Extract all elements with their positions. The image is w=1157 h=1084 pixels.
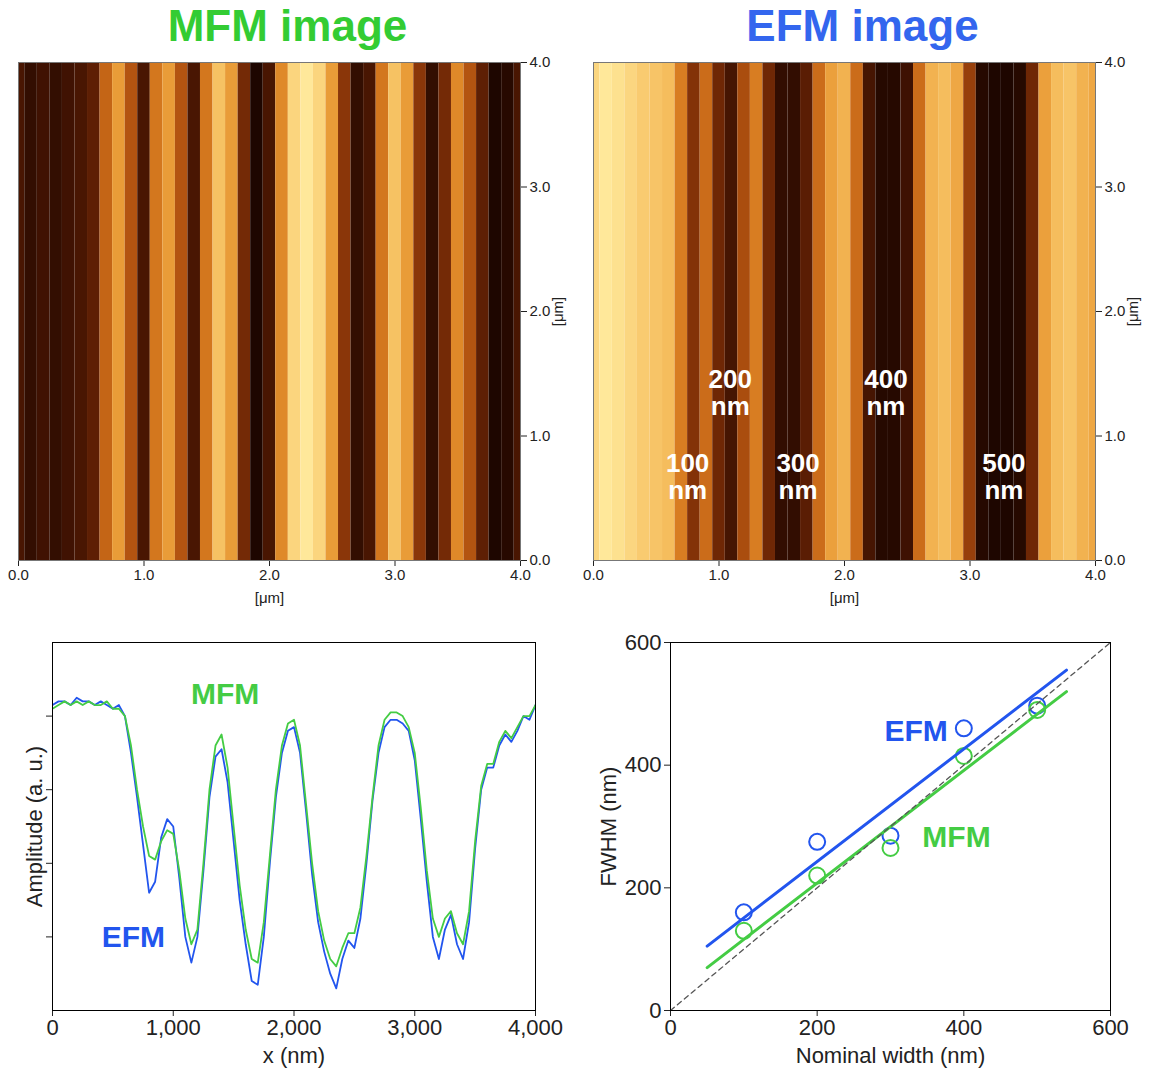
svg-text:0: 0 bbox=[649, 998, 661, 1023]
svg-text:4.0: 4.0 bbox=[1085, 566, 1106, 583]
svg-text:1.0: 1.0 bbox=[1105, 427, 1126, 444]
svg-text:400nm: 400nm bbox=[864, 364, 907, 421]
svg-text:MFM: MFM bbox=[191, 677, 259, 710]
svg-text:3.0: 3.0 bbox=[1105, 178, 1126, 195]
svg-text:0: 0 bbox=[664, 1015, 676, 1040]
svg-text:1.0: 1.0 bbox=[709, 566, 730, 583]
svg-text:Amplitude (a. u.): Amplitude (a. u.) bbox=[22, 746, 47, 907]
svg-text:3.0: 3.0 bbox=[385, 566, 406, 583]
html-text:EFM image: EFM image bbox=[746, 1, 979, 50]
svg-text:4.0: 4.0 bbox=[510, 566, 531, 583]
svg-text:400: 400 bbox=[625, 752, 662, 777]
html-text:MFM image: MFM image bbox=[167, 1, 408, 50]
svg-text:500nm: 500nm bbox=[982, 448, 1025, 505]
svg-text:[μm]: [μm] bbox=[255, 589, 284, 606]
svg-text:3.0: 3.0 bbox=[960, 566, 981, 583]
svg-text:[μm]: [μm] bbox=[549, 297, 566, 326]
svg-text:200: 200 bbox=[625, 875, 662, 900]
svg-text:0.0: 0.0 bbox=[1105, 551, 1126, 568]
svg-text:0.0: 0.0 bbox=[583, 566, 604, 583]
svg-text:600: 600 bbox=[1092, 1015, 1129, 1040]
svg-text:0.0: 0.0 bbox=[530, 551, 551, 568]
svg-text:3.0: 3.0 bbox=[530, 178, 551, 195]
svg-text:2.0: 2.0 bbox=[834, 566, 855, 583]
svg-text:1.0: 1.0 bbox=[134, 566, 155, 583]
svg-text:Nominal width (nm): Nominal width (nm) bbox=[796, 1043, 986, 1068]
svg-text:0.0: 0.0 bbox=[8, 566, 29, 583]
svg-text:1,000: 1,000 bbox=[146, 1015, 201, 1040]
svg-text:4,000: 4,000 bbox=[508, 1015, 563, 1040]
svg-text:2.0: 2.0 bbox=[530, 302, 551, 319]
svg-text:0: 0 bbox=[46, 1015, 58, 1040]
svg-text:200nm: 200nm bbox=[709, 364, 752, 421]
svg-text:MFM: MFM bbox=[922, 820, 990, 853]
svg-text:400: 400 bbox=[945, 1015, 982, 1040]
svg-text:200: 200 bbox=[799, 1015, 836, 1040]
svg-text:300nm: 300nm bbox=[776, 448, 819, 505]
svg-text:1.0: 1.0 bbox=[530, 427, 551, 444]
svg-text:4.0: 4.0 bbox=[530, 53, 551, 70]
svg-text:EFM: EFM bbox=[885, 714, 948, 747]
svg-text:2,000: 2,000 bbox=[266, 1015, 321, 1040]
svg-text:x (nm): x (nm) bbox=[263, 1043, 325, 1068]
svg-text:4.0: 4.0 bbox=[1105, 53, 1126, 70]
svg-text:2.0: 2.0 bbox=[259, 566, 280, 583]
svg-text:3,000: 3,000 bbox=[387, 1015, 442, 1040]
svg-text:[μm]: [μm] bbox=[1124, 297, 1141, 326]
svg-text:FWHM (nm): FWHM (nm) bbox=[596, 767, 621, 887]
svg-text:[μm]: [μm] bbox=[830, 589, 859, 606]
svg-text:2.0: 2.0 bbox=[1105, 302, 1126, 319]
svg-text:600: 600 bbox=[625, 630, 662, 655]
svg-text:EFM: EFM bbox=[102, 920, 165, 953]
svg-text:100nm: 100nm bbox=[666, 448, 709, 505]
